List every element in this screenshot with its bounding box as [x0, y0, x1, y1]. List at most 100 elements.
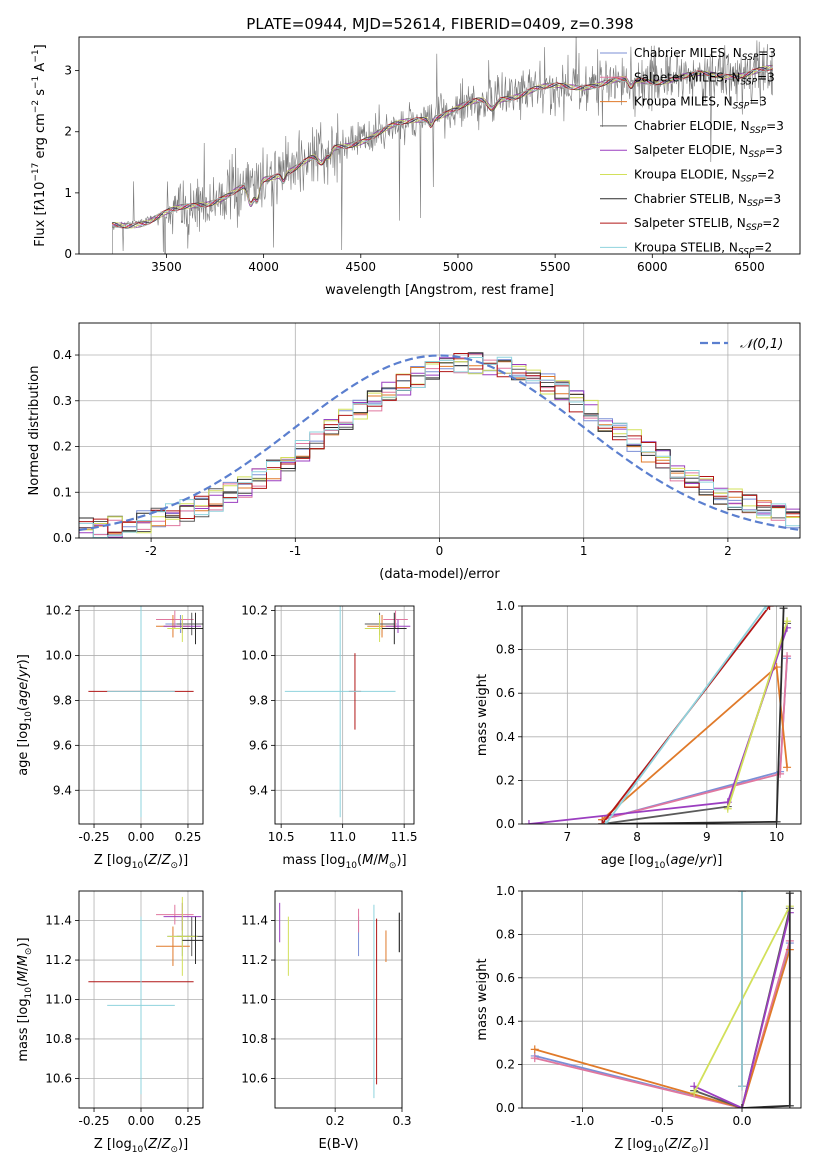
massweight_vs_age-panel: 7 8 9 10 0.0 0.2 0.4 0.6 0.8 1.0 age [log10(age/yr… — [475, 599, 802, 871]
residual_histogram-plot-area — [79, 352, 800, 538]
legend-subscript: SSP — [748, 150, 765, 160]
legend-subscript: SSP — [738, 247, 755, 257]
y-tick-label: 11.4 — [45, 914, 72, 928]
x-tick-label: 9 — [703, 830, 711, 844]
figure-title: PLATE=0944, MJD=52614, FIBERID=0409, z=0… — [246, 15, 633, 33]
massweight_vs_Z-panel: -1.0 -0.5 0.0 0.0 0.2 0.4 0.6 0.8 1.0 Z [log10(Z/… — [475, 884, 802, 1155]
y-tick-label: 0.1 — [53, 485, 72, 499]
age_vs_Z-frame — [78, 605, 204, 825]
x-tick-label: 5000 — [443, 260, 474, 274]
x-tick-label: 11.5 — [391, 830, 418, 844]
mass_vs_ebv-plot-area — [279, 902, 400, 1099]
legend-subscript: SSP — [746, 223, 763, 233]
y-tick-label: 2 — [64, 125, 72, 139]
histogram-step — [79, 356, 800, 538]
y-tick-label: 1 — [64, 186, 72, 200]
mass-weight-line — [693, 912, 791, 1108]
mass-weight-marker — [530, 1045, 539, 1054]
x-axis-label: Z [log10(Z/Z⊙)] — [614, 1137, 708, 1155]
age_vs_mass-panel: 10.5 11.0 11.5 9.4 9.6 9.8 10.0 10.2 mass [log10… — [241, 603, 418, 871]
y-tick-label: 11.2 — [241, 953, 268, 967]
y-tick-label: 0.2 — [496, 1058, 515, 1072]
y-tick-label: 0.4 — [53, 348, 72, 362]
y-axis-label: age [log10(age/yr)] — [16, 654, 34, 776]
mass-weight-marker — [598, 820, 607, 824]
legend-n: =2 — [754, 240, 772, 254]
legend-subscript: SSP — [747, 199, 764, 209]
mass-weight-line — [534, 940, 791, 1108]
x-tick-label: 0.3 — [392, 1114, 411, 1128]
legend-subscript: SSP — [741, 77, 758, 87]
mass-weight-line — [726, 621, 788, 809]
mass-weight-marker — [601, 820, 610, 824]
x-tick-label: 7 — [564, 830, 572, 844]
mass-weight-marker — [785, 891, 794, 898]
x-tick-label: 6000 — [637, 260, 668, 274]
legend-subscript: SSP — [741, 175, 758, 185]
x-tick-label: 10.5 — [268, 830, 295, 844]
y-tick-label: 9.8 — [53, 693, 72, 707]
legend-entry: 𝒩(0,1) — [740, 337, 783, 352]
mass-weight-marker — [738, 891, 747, 895]
legend-n: =3 — [749, 95, 767, 109]
mass-weight-marker — [783, 763, 792, 772]
y-axis-label: Normed distribution — [27, 366, 42, 496]
legend-entry: Kroupa ELODIE, NSSP=2 — [634, 168, 775, 185]
legend-n: =3 — [758, 46, 776, 60]
x-axis-label: (data-model)/error — [379, 567, 500, 582]
x-tick-label: 0 — [436, 544, 444, 558]
mass-weight-marker — [530, 1054, 539, 1063]
x-axis-label: Z [log10(Z/Z⊙)] — [94, 853, 188, 871]
y-tick-label: 0.8 — [496, 927, 515, 941]
mass_vs_Z-plot-area — [88, 896, 203, 1095]
spectrum-frame — [78, 36, 801, 255]
y-tick-label: 0.0 — [53, 531, 72, 545]
x-tick-label: 6500 — [734, 260, 765, 274]
y-tick-label: 0.4 — [496, 730, 515, 744]
y-tick-label: 0.3 — [53, 394, 72, 408]
y-tick-label: 10.2 — [45, 603, 72, 617]
y-tick-label: 10.8 — [45, 1032, 72, 1046]
y-tick-label: 0.2 — [496, 773, 515, 787]
legend-n: =2 — [762, 216, 780, 230]
mass-weight-marker — [779, 606, 788, 613]
legend-entry: Salpeter ELODIE, NSSP=3 — [634, 143, 783, 160]
x-tick-label: -0.5 — [651, 1114, 674, 1128]
mass-weight-marker — [765, 606, 774, 610]
age_vs_Z-panel: -0.25 0.00 0.25 9.4 9.6 9.8 10.0 10.2 age [log10… — [16, 603, 204, 871]
x-tick-label: -0.25 — [78, 830, 109, 844]
legend-n: =3 — [757, 70, 775, 84]
massweight_vs_Z-plot-area — [530, 891, 794, 1108]
y-tick-label: 0.8 — [496, 643, 515, 657]
age_vs_Z-plot-area — [88, 606, 203, 818]
y-tick-label: 0 — [64, 247, 72, 261]
y-tick-label: 10.2 — [241, 603, 268, 617]
x-tick-label: 10 — [769, 830, 784, 844]
legend-n: =2 — [757, 168, 775, 182]
legend-entry: Chabrier MILES, NSSP=3 — [634, 46, 776, 63]
mass-weight-marker — [524, 820, 533, 824]
y-tick-label: 10.8 — [241, 1032, 268, 1046]
age_vs_mass-frame — [274, 605, 415, 825]
residual_histogram-frame — [78, 322, 801, 539]
y-axis-label: mass weight — [475, 958, 490, 1040]
x-tick-label: 1 — [580, 544, 588, 558]
y-tick-label: 10.6 — [45, 1071, 72, 1085]
massweight_vs_age-plot-area — [524, 606, 792, 824]
x-tick-label: 11.0 — [329, 830, 356, 844]
y-tick-label: 0.4 — [496, 1014, 515, 1028]
y-tick-label: 11.0 — [45, 993, 72, 1007]
y-axis-label: mass weight — [475, 674, 490, 756]
mass-weight-marker — [785, 1101, 794, 1108]
x-tick-label: -0.25 — [78, 1114, 109, 1128]
y-tick-label: 9.8 — [249, 693, 268, 707]
legend-entry: Kroupa MILES, NSSP=3 — [634, 95, 767, 112]
x-tick-label: 2 — [724, 544, 732, 558]
mass-weight-line — [604, 606, 767, 824]
mass-weight-marker — [738, 1082, 747, 1091]
y-tick-label: 10.0 — [45, 648, 72, 662]
y-tick-label: 9.6 — [249, 738, 268, 752]
legend-n: =3 — [764, 192, 782, 206]
x-tick-label: 4500 — [346, 260, 377, 274]
